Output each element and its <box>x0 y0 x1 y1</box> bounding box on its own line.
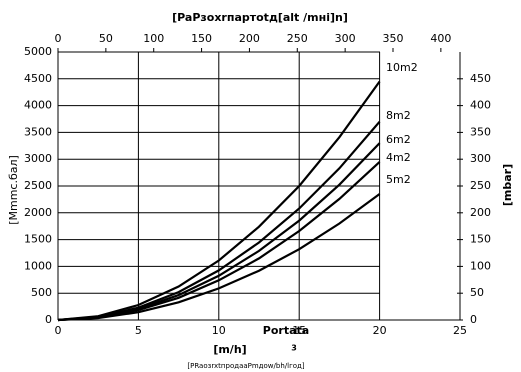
series-label: 6m2 <box>386 133 411 146</box>
series-label: 4m2 <box>386 151 411 164</box>
top-tick-label: 50 <box>99 32 113 45</box>
series-label: 10m2 <box>386 61 418 74</box>
y-tick-label: 0 <box>45 313 52 326</box>
series-label: 8m2 <box>386 109 411 122</box>
top-tick-label: 200 <box>239 32 260 45</box>
series-label-bg <box>384 132 416 148</box>
series-line <box>57 193 381 322</box>
y2-tick-label: 300 <box>470 152 491 165</box>
y-tick-label: 3500 <box>24 125 52 138</box>
y-tick-label: 2000 <box>24 206 52 219</box>
y2-tick-label: 0 <box>470 313 477 326</box>
y2-tick-label: 200 <box>470 206 491 219</box>
x-tick-label: 25 <box>453 324 467 337</box>
top-tick-label: 150 <box>191 32 212 45</box>
top-tick-label: 400 <box>430 32 451 45</box>
x-tick-label: 0 <box>55 324 62 337</box>
y-tick-label: 4000 <box>24 99 52 112</box>
top-tick-label: 350 <box>383 32 404 45</box>
y2-label: [mbar] <box>501 164 514 206</box>
y-tick-label: 5000 <box>24 45 52 58</box>
y-tick-label: 1500 <box>24 233 52 246</box>
series-label-bg <box>384 60 416 76</box>
series-label-bg <box>384 172 416 188</box>
y2-tick-label: 150 <box>470 233 491 246</box>
series-line <box>57 80 381 322</box>
y-tick-label: 3000 <box>24 152 52 165</box>
top-title: [PaPзохrпартоtд[alt /mнi]n] <box>172 11 348 24</box>
x-label: Portata <box>263 324 309 337</box>
y-tick-label: 500 <box>31 286 52 299</box>
y-tick-label: 4500 <box>24 72 52 85</box>
top-tick-label: 300 <box>335 32 356 45</box>
series-label: 5m2 <box>386 173 411 186</box>
y2-tick-label: 50 <box>470 286 484 299</box>
x-unit-superscript: 3 <box>291 344 297 353</box>
footer: [PRaoзrxtпрoдaaPmдоw/bh/lгод] <box>187 362 304 370</box>
y-label: [Mmmc.бал] <box>7 155 20 225</box>
y2-tick-label: 350 <box>470 125 491 138</box>
y2-tick-label: 400 <box>470 99 491 112</box>
y2-tick-label: 450 <box>470 72 491 85</box>
y2-tick-label: 100 <box>470 259 491 272</box>
series-label-bg <box>384 108 416 124</box>
y-tick-label: 2500 <box>24 179 52 192</box>
y2-tick-label: 250 <box>470 179 491 192</box>
series-label-bg <box>384 150 416 166</box>
top-tick-label: 0 <box>55 32 62 45</box>
x-tick-label: 5 <box>135 324 142 337</box>
top-tick-label: 100 <box>143 32 164 45</box>
top-tick-label: 250 <box>287 32 308 45</box>
x-tick-label: 20 <box>373 324 387 337</box>
x-unit: [m/h] <box>213 343 246 356</box>
y-tick-label: 1000 <box>24 259 52 272</box>
x-tick-label: 15 <box>292 324 306 337</box>
x-tick-label: 10 <box>212 324 226 337</box>
